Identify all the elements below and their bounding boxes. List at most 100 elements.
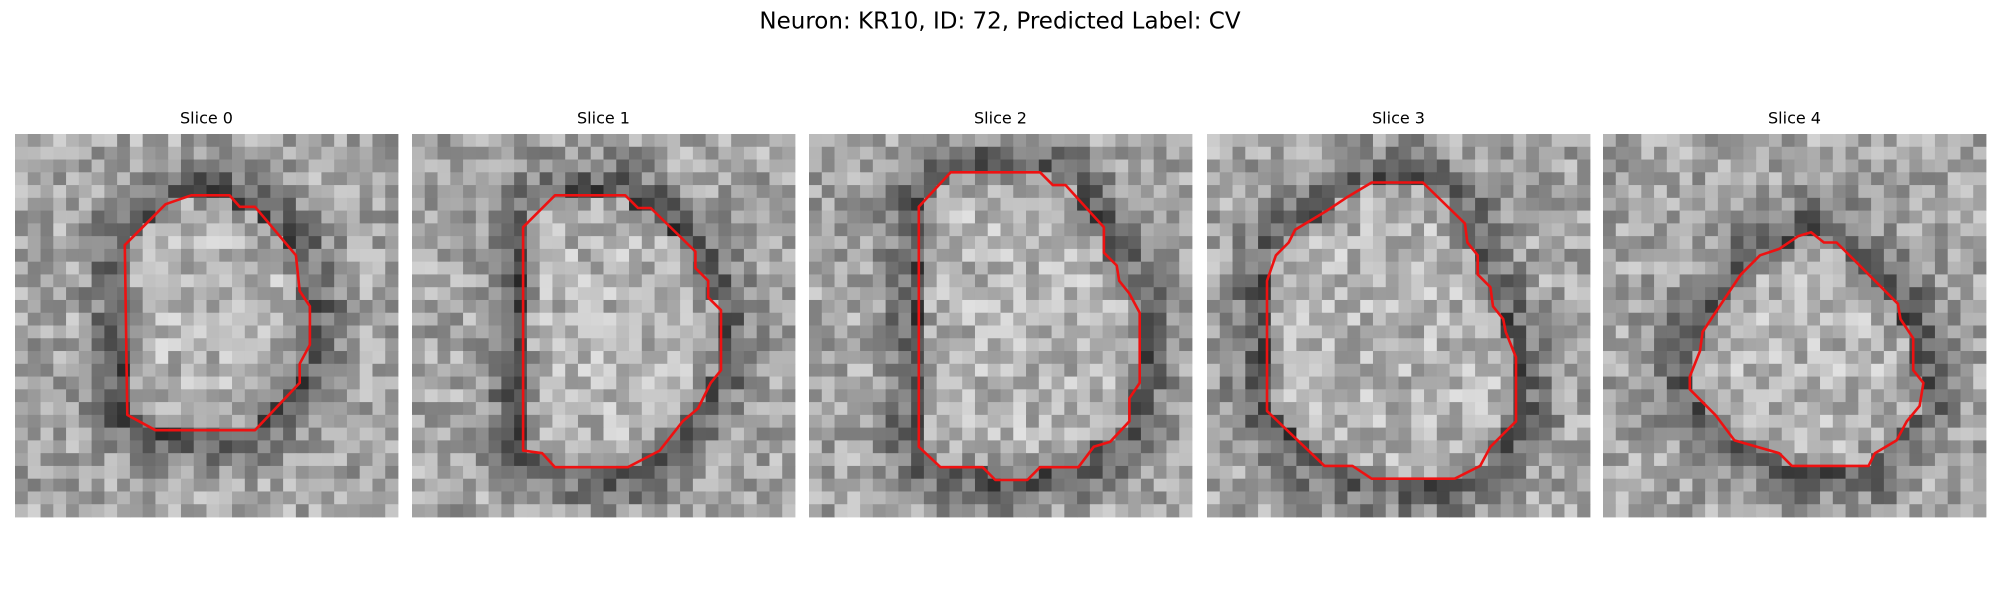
image-pixel [756, 185, 770, 199]
image-pixel [1577, 427, 1591, 441]
image-pixel [692, 325, 707, 339]
image-pixel [1102, 185, 1116, 199]
image-pixel [1603, 414, 1617, 429]
image-pixel [1845, 376, 1859, 390]
image-pixel [1424, 504, 1438, 518]
image-pixel [257, 159, 271, 173]
image-pixel [1934, 185, 1949, 199]
image-pixel [911, 478, 925, 492]
image-pixel [78, 465, 92, 480]
image-pixel [1372, 389, 1387, 403]
image-pixel [1947, 338, 1961, 352]
image-pixel [308, 223, 322, 237]
image-pixel [1641, 210, 1655, 224]
slice-panel [15, 134, 399, 518]
image-pixel [1883, 274, 1898, 288]
image-pixel [936, 223, 950, 237]
image-pixel [1449, 402, 1463, 416]
image-pixel [1321, 248, 1336, 263]
image-pixel [1245, 491, 1259, 505]
image-pixel [1564, 134, 1578, 148]
image-pixel [847, 351, 861, 365]
image-pixel [565, 223, 579, 237]
image-pixel [359, 159, 373, 173]
image-pixel [53, 159, 67, 173]
image-pixel [962, 248, 976, 263]
image-pixel [809, 478, 823, 492]
image-pixel [1679, 197, 1693, 211]
image-pixel [641, 427, 655, 441]
image-pixel [501, 351, 515, 365]
image-pixel [641, 287, 655, 301]
image-pixel [603, 402, 617, 416]
image-pixel [1219, 351, 1233, 365]
image-pixel [91, 440, 105, 454]
image-pixel [847, 478, 861, 492]
image-pixel [769, 236, 783, 250]
image-pixel [590, 376, 604, 390]
image-pixel [1283, 299, 1297, 314]
image-pixel [1551, 402, 1565, 416]
image-pixel [1411, 197, 1425, 211]
image-pixel [834, 159, 848, 173]
image-pixel [809, 197, 823, 211]
image-pixel [104, 197, 118, 211]
image-pixel [860, 389, 874, 403]
image-pixel [450, 389, 464, 403]
image-pixel [1781, 351, 1795, 365]
image-pixel [437, 376, 451, 390]
image-pixel [155, 261, 169, 275]
image-pixel [692, 210, 707, 224]
image-pixel [936, 197, 950, 211]
image-pixel [743, 287, 758, 301]
image-pixel [526, 223, 541, 237]
image-pixel [577, 363, 592, 377]
image-pixel [53, 465, 67, 480]
image-pixel [1743, 146, 1757, 160]
image-pixel [27, 274, 41, 288]
image-pixel [424, 236, 438, 250]
image-pixel [1730, 465, 1744, 480]
image-pixel [1615, 478, 1629, 492]
image-pixel [193, 299, 207, 314]
image-pixel [15, 210, 29, 224]
image-pixel [1475, 134, 1489, 148]
image-pixel [1934, 351, 1949, 365]
image-pixel [526, 197, 541, 211]
image-pixel [860, 223, 874, 237]
image-pixel [654, 491, 668, 505]
image-pixel [1128, 453, 1142, 467]
image-pixel [155, 185, 169, 199]
image-pixel [27, 299, 41, 314]
image-pixel [1283, 389, 1297, 403]
image-pixel [1487, 440, 1502, 454]
image-pixel [782, 146, 796, 160]
image-pixel [1232, 427, 1246, 441]
image-pixel [1960, 351, 1974, 365]
image-pixel [1960, 299, 1974, 314]
image-pixel [15, 172, 29, 186]
image-pixel [1564, 197, 1578, 211]
image-pixel [692, 185, 707, 199]
image-pixel [1564, 185, 1578, 199]
image-pixel [577, 146, 592, 160]
image-pixel [1026, 389, 1040, 403]
image-pixel [488, 440, 502, 454]
image-pixel [1077, 210, 1091, 224]
image-pixel [1705, 427, 1719, 441]
image-pixel [1013, 223, 1027, 237]
image-pixel [359, 389, 373, 403]
image-pixel [295, 478, 310, 492]
image-pixel [885, 223, 899, 237]
image-pixel [475, 338, 489, 352]
image-pixel [193, 414, 207, 429]
image-pixel [1449, 134, 1463, 148]
image-pixel [1538, 134, 1553, 148]
image-pixel [66, 261, 80, 275]
image-pixel [1013, 134, 1027, 148]
image-pixel [129, 159, 144, 173]
image-pixel [66, 197, 80, 211]
image-pixel [1730, 185, 1744, 199]
image-pixel [27, 172, 41, 186]
